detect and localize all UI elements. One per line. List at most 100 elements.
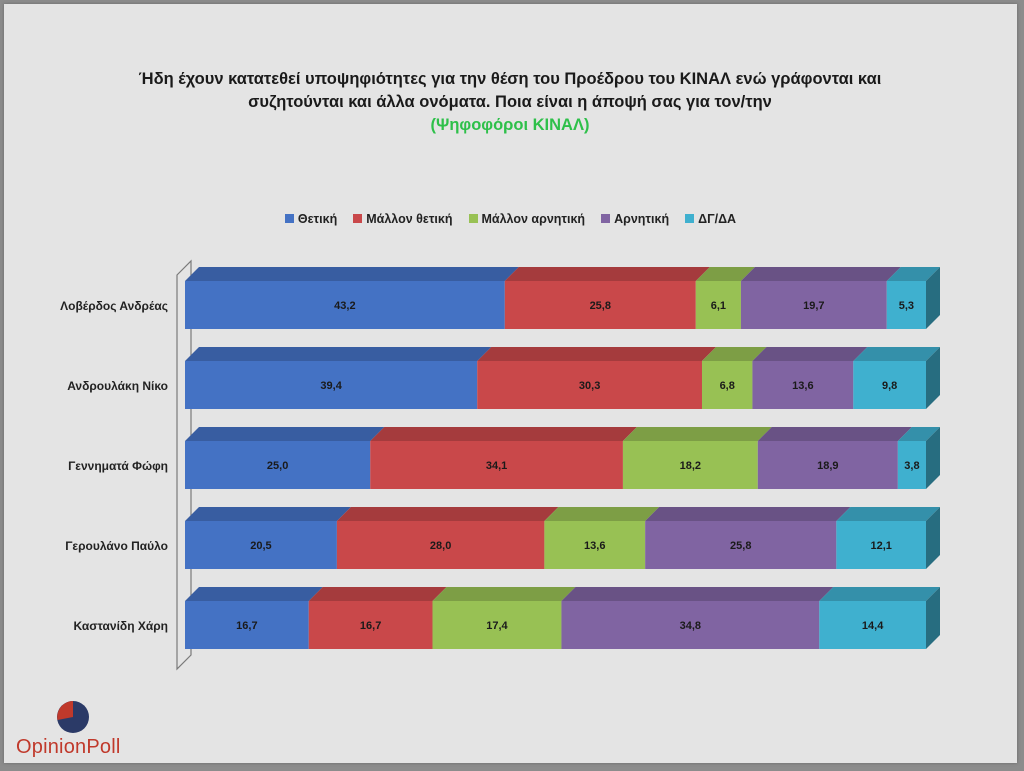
bar-segment: [836, 507, 940, 569]
bar-segment-front: [477, 361, 702, 409]
bar-segment-top: [701, 347, 767, 361]
bar-segment-front: [185, 521, 337, 569]
bar-segment-front: [432, 601, 562, 649]
stacked-bar-chart: Λοβέρδος Ανδρέας 43,2 25,8 6,1 19,7 5,3 Ανδρου…: [60, 259, 940, 671]
bar-segment: [701, 347, 767, 409]
bar-segment: [752, 347, 868, 409]
legend-label: Αρνητική: [614, 212, 670, 226]
bar-segment-front: [695, 281, 741, 329]
bar-segment: [819, 587, 940, 649]
bar-segment-top: [695, 267, 755, 281]
data-label: 25,0: [267, 460, 288, 472]
data-label: 18,2: [680, 460, 701, 472]
data-label: 13,6: [584, 540, 605, 552]
data-label: 6,1: [711, 300, 726, 312]
bar-segment-front: [504, 281, 696, 329]
bar-segment-front: [336, 521, 545, 569]
legend-label: Μάλλον θετική: [366, 212, 453, 226]
chart-title: Ήδη έχουν κατατεθεί υποψηφιότητες για τη…: [94, 68, 926, 137]
bar-segment-front: [308, 601, 433, 649]
data-label: 6,8: [720, 380, 735, 392]
bar-segment-top: [561, 587, 834, 601]
data-label: 34,1: [486, 460, 507, 472]
category-label: Γεννηματά Φώφη: [68, 459, 168, 473]
legend-item: ΔΓ/ΔΑ: [685, 212, 736, 226]
data-label: 17,4: [486, 620, 508, 632]
bar-segment: [432, 587, 576, 649]
data-label: 18,9: [817, 460, 838, 472]
legend-item: Μάλλον θετική: [353, 212, 453, 226]
bar-segment-side: [926, 507, 940, 569]
bar-segment-side: [926, 427, 940, 489]
bar-segment-side: [926, 347, 940, 409]
bar-segment-top: [308, 587, 447, 601]
bar-segment-front: [185, 441, 371, 489]
data-label: 30,3: [579, 380, 600, 392]
bar-segment-top: [504, 267, 710, 281]
bar-segment: [185, 427, 385, 489]
bar-segment-top: [185, 267, 519, 281]
data-label: 39,4: [320, 380, 342, 392]
bar-segment: [308, 587, 447, 649]
data-label: 20,5: [250, 540, 271, 552]
bar-segment: [185, 587, 323, 649]
bar-segment-front: [819, 601, 926, 649]
bar-segment-front: [622, 441, 758, 489]
legend-label: Μάλλον αρνητική: [481, 212, 586, 226]
bar-segment: [853, 347, 940, 409]
chart-legend: Θετική Μάλλον θετική Μάλλον αρνητική Αρνητι…: [4, 212, 1017, 226]
bar-segment-side: [926, 587, 940, 649]
bar-segment: [185, 507, 351, 569]
bar-segment-top: [185, 587, 323, 601]
bar-segment-front: [752, 361, 854, 409]
category-label: Γερουλάνο Παύλο: [65, 539, 168, 553]
data-label: 9,8: [882, 380, 897, 392]
legend-label: Θετική: [297, 212, 338, 226]
bar-segment-front: [185, 361, 478, 409]
bar-segment-top: [645, 507, 851, 521]
bar-segment-front: [645, 521, 837, 569]
bar-segment: [477, 347, 716, 409]
bar-segment-side: [926, 267, 940, 329]
data-label: 25,8: [730, 540, 751, 552]
data-label: 16,7: [360, 620, 381, 632]
bar-segment: [886, 267, 940, 329]
bar-segment-top: [544, 507, 660, 521]
bar-segment: [336, 507, 559, 569]
bar-segment-front: [853, 361, 926, 409]
bar-segment-top: [477, 347, 716, 361]
bar-segment-top: [819, 587, 940, 601]
bar-segment-front: [185, 281, 505, 329]
data-label: 34,8: [680, 620, 701, 632]
legend-item: Αρνητική: [601, 212, 669, 226]
data-label: 5,3: [899, 300, 914, 312]
bar-segment-front: [544, 521, 646, 569]
bar-segment-top: [757, 427, 912, 441]
category-label: Καστανίδη Χάρη: [74, 619, 168, 633]
legend-swatch: [468, 214, 478, 223]
data-label: 43,2: [334, 300, 355, 312]
category-label: Λοβέρδος Ανδρέας: [60, 299, 168, 313]
title-line-1: Ήδη έχουν κατατεθεί υποψηφιότητες για τη…: [138, 70, 882, 88]
bar-segment-top: [740, 267, 901, 281]
legend-item: Μάλλον αρνητική: [468, 212, 586, 226]
bar-segment: [185, 267, 519, 329]
chart-slide: Ήδη έχουν κατατεθεί υποψηφιότητες για τη…: [4, 4, 1017, 763]
logo-text: OpinionPoll: [16, 736, 121, 758]
category-label: Ανδρουλάκη Νίκο: [67, 379, 168, 393]
bar-segment-top: [886, 267, 940, 281]
data-label: 13,6: [792, 380, 813, 392]
legend-swatch: [685, 214, 695, 223]
bar-segment-front: [836, 521, 926, 569]
data-label: 3,8: [904, 460, 919, 472]
bar-segment: [561, 587, 834, 649]
bar-segment: [897, 427, 940, 489]
bar-segment-top: [836, 507, 940, 521]
logo-mark-icon: [57, 701, 89, 733]
bar-segment: [504, 267, 710, 329]
bar-segment-front: [370, 441, 623, 489]
bar-segment-top: [432, 587, 576, 601]
bar-segment-front: [757, 441, 898, 489]
bar-segment-front: [740, 281, 887, 329]
legend-swatch: [353, 214, 363, 223]
